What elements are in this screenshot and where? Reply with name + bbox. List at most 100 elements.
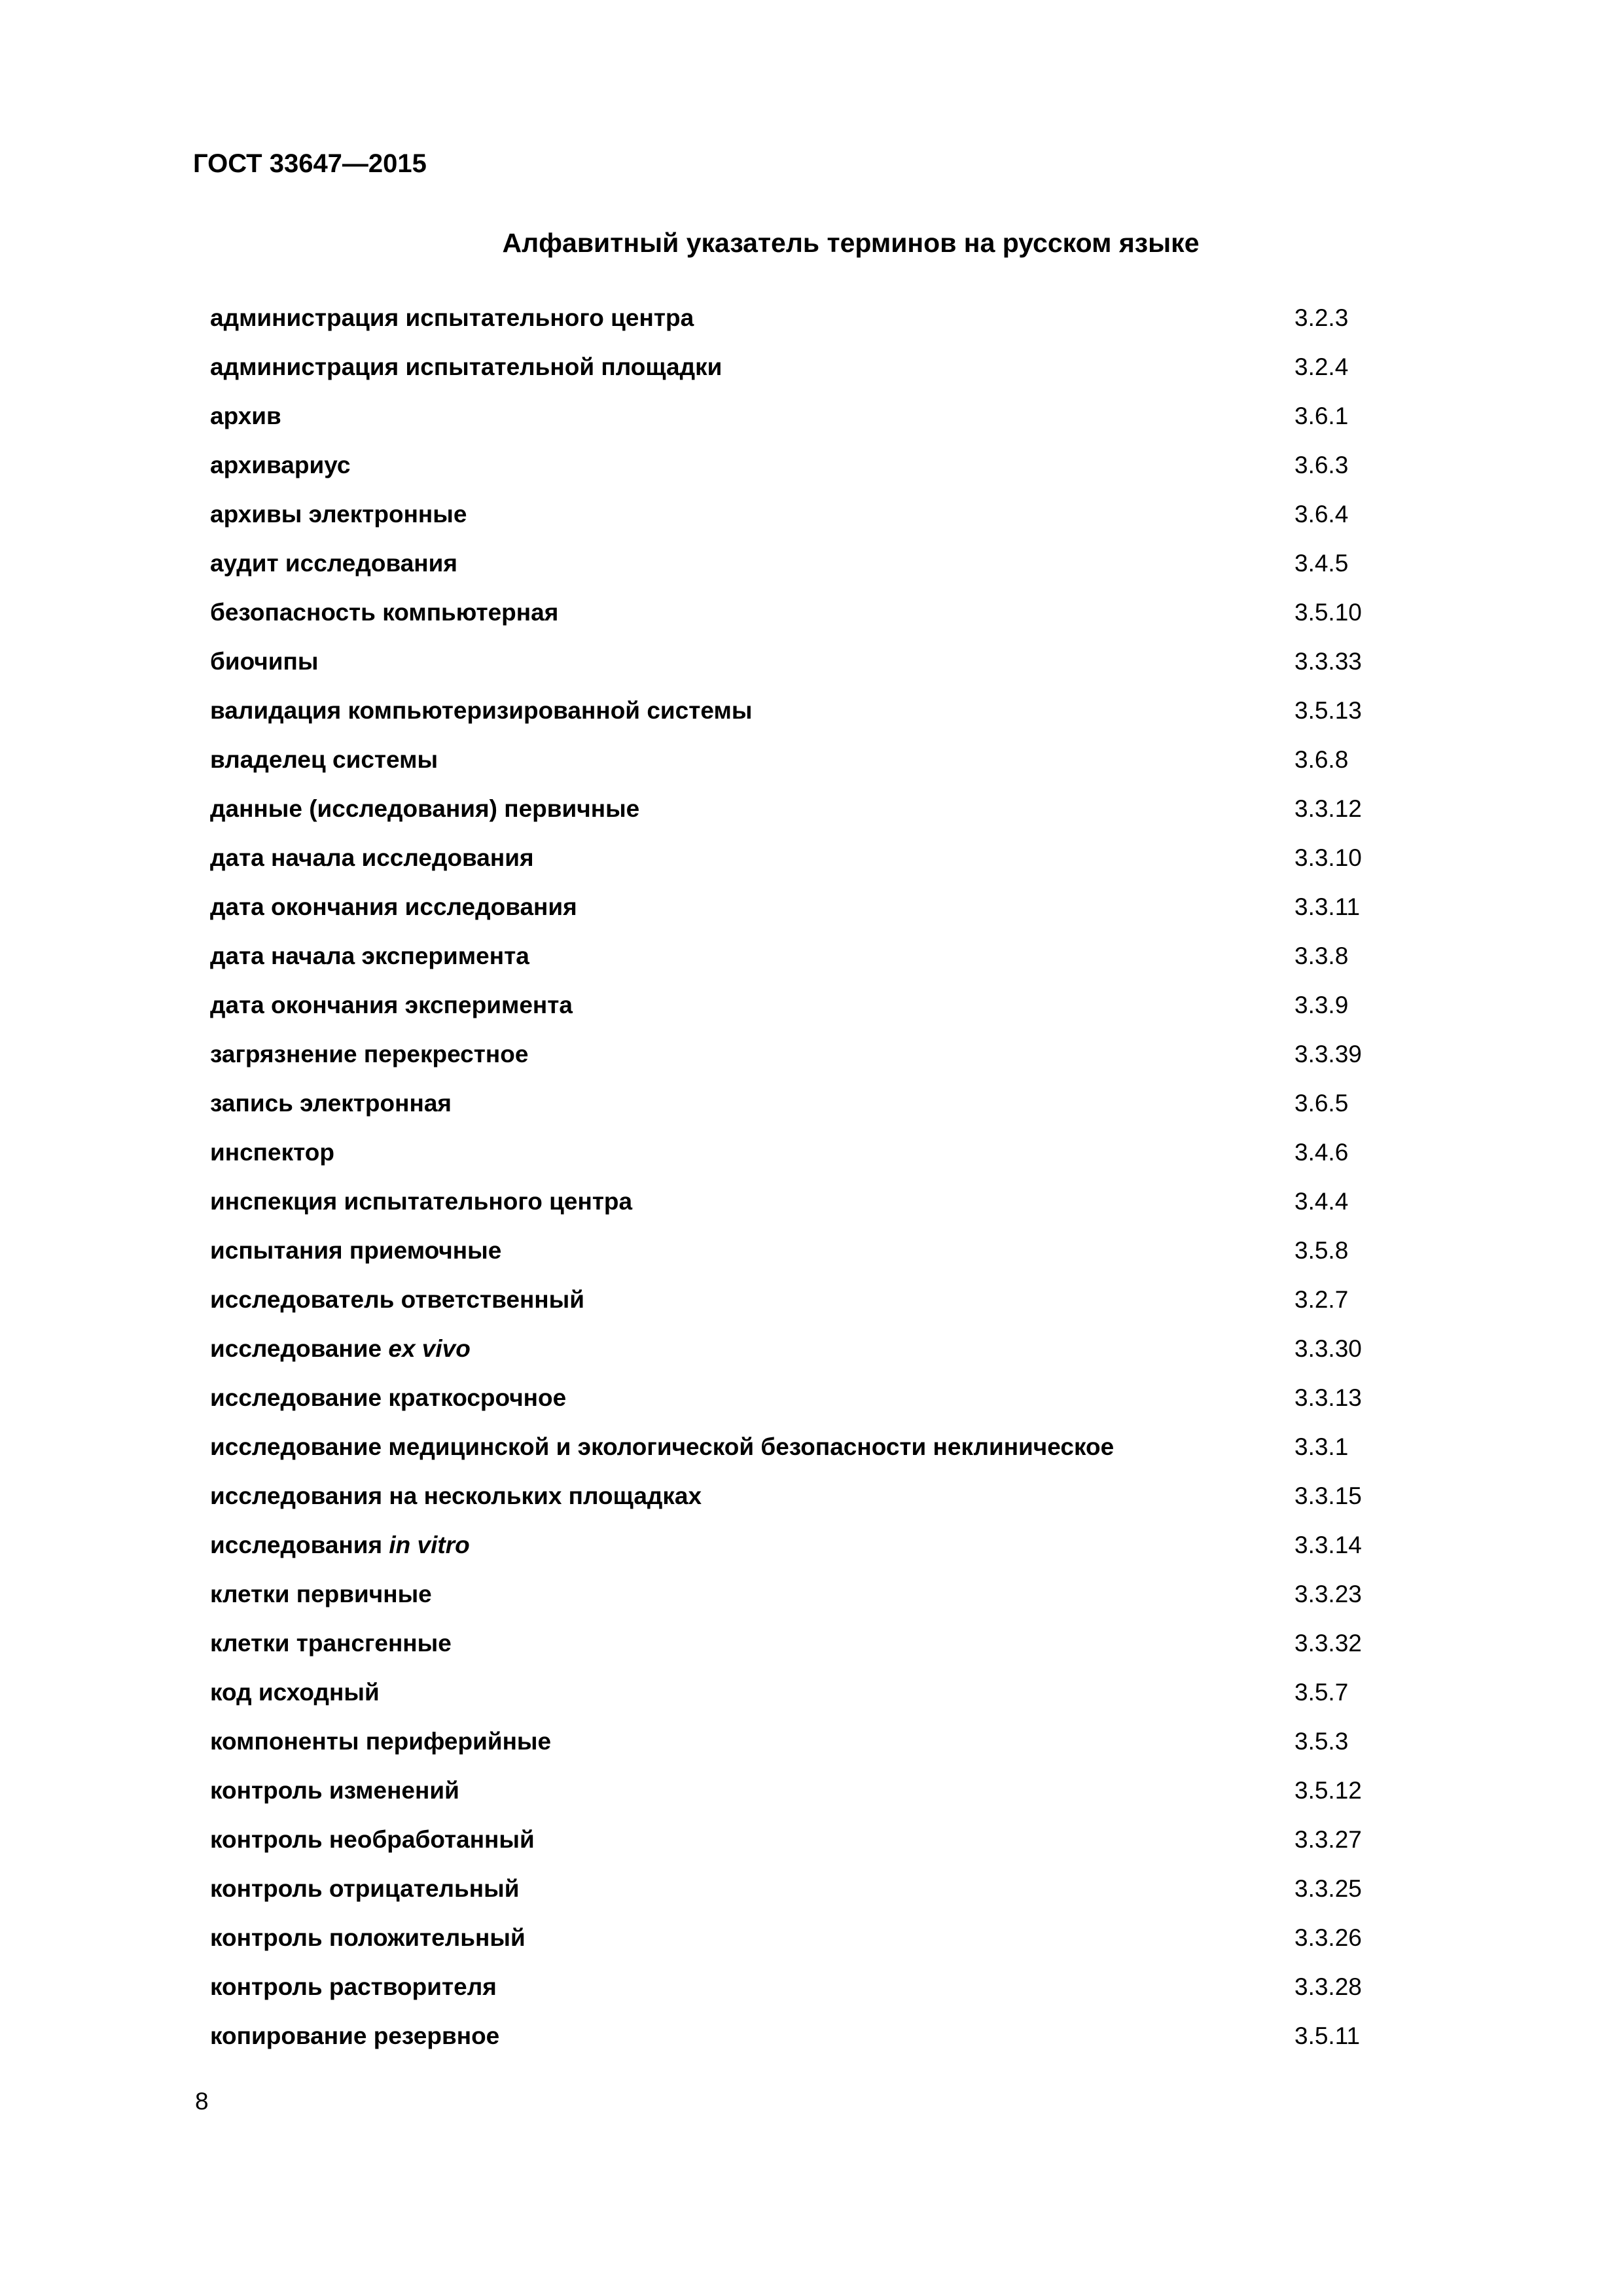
term-text: данные (исследования) первичные xyxy=(210,795,639,823)
term-label: клетки первичные xyxy=(210,1581,432,1607)
term-text: архив xyxy=(210,403,281,430)
term-label: архив xyxy=(210,403,281,429)
index-entry: архивариус 3.6.3 xyxy=(210,452,1388,484)
index-entry: исследователь ответственный 3.2.7 xyxy=(210,1286,1388,1319)
term-label: контроль положительный xyxy=(210,1924,526,1951)
term-text: инспекция испытательного центра xyxy=(210,1188,632,1215)
index-entry: запись электронная 3.6.5 xyxy=(210,1090,1388,1122)
term-reference: 3.3.26 xyxy=(1294,1924,1362,1951)
term-label: запись электронная xyxy=(210,1090,452,1117)
index-entry: дата окончания исследования 3.3.11 xyxy=(210,893,1388,926)
term-text: архивариус xyxy=(210,452,350,479)
term-reference: 3.3.14 xyxy=(1294,1532,1362,1558)
term-text: клетки трансгенные xyxy=(210,1630,452,1657)
term-reference: 3.5.12 xyxy=(1294,1777,1362,1804)
term-reference: 3.6.4 xyxy=(1294,501,1349,528)
term-reference: 3.5.11 xyxy=(1294,2022,1361,2049)
term-text: контроль отрицательный xyxy=(210,1875,519,1903)
index-entry: данные (исследования) первичные 3.3.12 xyxy=(210,795,1388,828)
term-reference: 3.5.13 xyxy=(1294,697,1362,724)
index-entry: контроль отрицательный 3.3.25 xyxy=(210,1875,1388,1908)
term-reference: 3.3.33 xyxy=(1294,648,1362,675)
term-label: архивариус xyxy=(210,452,351,478)
term-label: контроль изменений xyxy=(210,1777,459,1804)
index-entry: загрязнение перекрестное 3.3.39 xyxy=(210,1041,1388,1073)
term-label: исследователь ответственный xyxy=(210,1286,585,1313)
term-text: код исходный xyxy=(210,1679,380,1706)
term-label: биочипы xyxy=(210,648,319,675)
term-text: исследователь ответственный xyxy=(210,1286,584,1314)
term-reference: 3.3.23 xyxy=(1294,1581,1362,1607)
term-reference: 3.3.15 xyxy=(1294,1482,1362,1509)
index-entry: инспекция испытательного центра 3.4.4 xyxy=(210,1188,1388,1221)
term-label: дата окончания эксперимента xyxy=(210,992,573,1018)
index-entry: клетки первичные 3.3.23 xyxy=(210,1581,1388,1613)
index-entry: биочипы 3.3.33 xyxy=(210,648,1388,681)
term-text: биочипы xyxy=(210,648,318,675)
term-text: инспектор xyxy=(210,1139,334,1166)
term-text: архивы электронные xyxy=(210,501,467,528)
term-text: копирование резервное xyxy=(210,2022,499,2050)
term-reference: 3.6.8 xyxy=(1294,746,1349,773)
term-reference: 3.5.8 xyxy=(1294,1237,1349,1264)
term-label: код исходный xyxy=(210,1679,380,1706)
term-label: исследования xyxy=(210,1532,389,1558)
term-reference: 3.3.13 xyxy=(1294,1384,1362,1411)
term-label: загрязнение перекрестное xyxy=(210,1041,529,1067)
term-label: контроль отрицательный xyxy=(210,1875,520,1902)
term-reference: 3.2.3 xyxy=(1294,304,1349,331)
index-entry: дата начала исследования 3.3.10 xyxy=(210,844,1388,877)
term-text: исследование краткосрочное xyxy=(210,1384,566,1412)
term-text: загрязнение перекрестное xyxy=(210,1041,528,1068)
term-label: валидация компьютеризированной системы xyxy=(210,697,753,724)
term-text: компоненты периферийные xyxy=(210,1728,551,1755)
term-text: контроль изменений xyxy=(210,1777,459,1804)
index-entry: контроль необработанный 3.3.27 xyxy=(210,1826,1388,1859)
term-text: дата окончания исследования xyxy=(210,893,577,921)
term-text: исследование медицинской и экологической… xyxy=(210,1433,1114,1461)
index-entry: администрация испытательного центра 3.2.3 xyxy=(210,304,1388,337)
term-reference: 3.3.1 xyxy=(1294,1433,1349,1460)
term-reference: 3.4.5 xyxy=(1294,550,1349,577)
term-label: администрация испытательной площадки xyxy=(210,353,722,380)
index-entry: архивы электронные 3.6.4 xyxy=(210,501,1388,533)
term-text: запись электронная xyxy=(210,1090,452,1117)
term-reference: 3.3.27 xyxy=(1294,1826,1362,1853)
term-text: контроль необработанный xyxy=(210,1826,535,1854)
term-text: администрация испытательного центра xyxy=(210,304,694,332)
index-entry: аудит исследования 3.4.5 xyxy=(210,550,1388,583)
term-reference: 3.3.30 xyxy=(1294,1335,1362,1362)
term-reference: 3.3.32 xyxy=(1294,1630,1362,1657)
index-entry: дата окончания эксперимента 3.3.9 xyxy=(210,992,1388,1024)
term-label: контроль необработанный xyxy=(210,1826,535,1853)
term-text: валидация компьютеризированной системы xyxy=(210,697,752,725)
index-entry: исследования in vitro 3.3.14 xyxy=(210,1532,1388,1564)
term-reference: 3.6.1 xyxy=(1294,403,1349,429)
index-entry: исследование ex vivo 3.3.30 xyxy=(210,1335,1388,1368)
page-title: Алфавитный указатель терминов на русском… xyxy=(502,228,1200,258)
term-label: данные (исследования) первичные xyxy=(210,795,640,822)
term-label: администрация испытательного центра xyxy=(210,304,694,331)
index-entry: архив 3.6.1 xyxy=(210,403,1388,435)
term-label: испытания приемочные xyxy=(210,1237,502,1264)
index-entry: администрация испытательной площадки 3.2.… xyxy=(210,353,1388,386)
index-entry: исследование краткосрочное 3.3.13 xyxy=(210,1384,1388,1417)
term-text: контроль положительный xyxy=(210,1924,526,1952)
index-entry: контроль изменений 3.5.12 xyxy=(210,1777,1388,1810)
term-text: дата окончания эксперимента xyxy=(210,992,573,1019)
term-reference: 3.3.25 xyxy=(1294,1875,1362,1902)
term-label: дата начала эксперимента xyxy=(210,942,529,969)
term-reference: 3.6.3 xyxy=(1294,452,1349,478)
term-reference: 3.5.3 xyxy=(1294,1728,1349,1755)
term-label: дата начала исследования xyxy=(210,844,534,871)
index-entry: исследование медицинской и экологической… xyxy=(210,1433,1388,1466)
term-text: исследование ex vivo xyxy=(210,1335,471,1363)
term-label: инспекция испытательного центра xyxy=(210,1188,633,1215)
term-label: копирование резервное xyxy=(210,2022,500,2049)
index-entry: копирование резервное 3.5.11 xyxy=(210,2022,1388,2055)
term-italic-part: in vitro xyxy=(389,1532,470,1558)
term-text: аудит исследования xyxy=(210,550,457,577)
term-reference: 3.2.7 xyxy=(1294,1286,1349,1313)
term-reference: 3.2.4 xyxy=(1294,353,1349,380)
term-label: контроль растворителя xyxy=(210,1973,497,2000)
